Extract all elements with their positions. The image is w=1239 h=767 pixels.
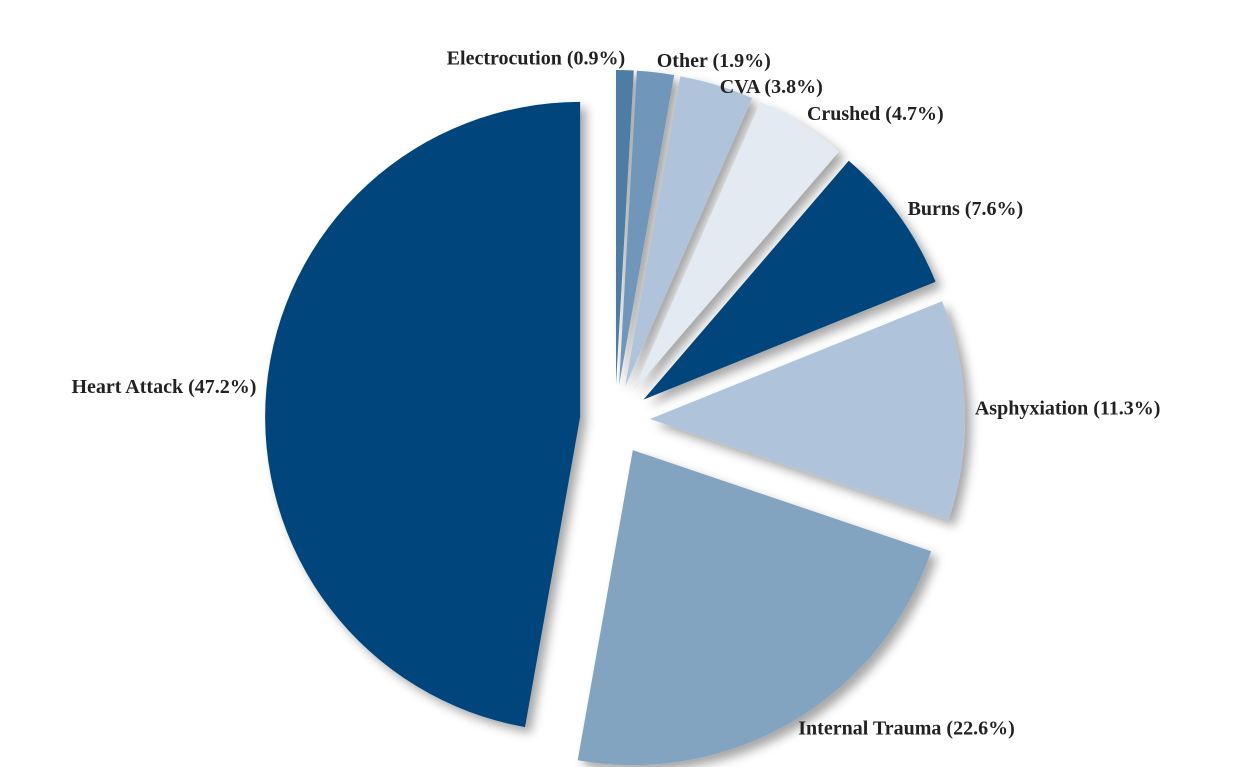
pie-slice [615, 70, 634, 386]
pie-slice [633, 102, 839, 391]
slice-label: Burns (7.6%) [908, 198, 1024, 220]
slice-label: Internal Trauma (22.6%) [798, 717, 1014, 739]
slice-label: Asphyxiation (11.3%) [975, 397, 1161, 419]
pie-slice [619, 70, 675, 386]
pie-slice [625, 76, 753, 387]
pie-slice [649, 301, 965, 521]
slice-label: Heart Attack (47.2%) [71, 376, 256, 398]
slice-label: Other (1.9%) [657, 50, 771, 72]
slice-label: CVA (3.8%) [720, 76, 823, 98]
slice-label: Electrocution (0.9%) [447, 48, 626, 70]
slice-label: Crushed (4.7%) [807, 103, 944, 125]
pie-slice [265, 101, 581, 728]
pie-slice [577, 450, 932, 766]
pie-slice [643, 160, 936, 400]
